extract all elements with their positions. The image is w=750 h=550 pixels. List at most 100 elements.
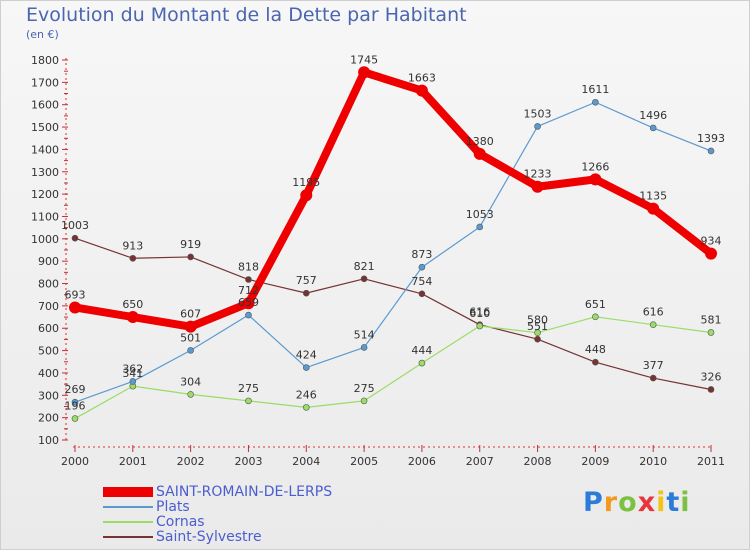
data-label: 501: [180, 331, 201, 344]
data-label: 514: [354, 328, 375, 341]
legend-label: Saint-Sylvestre: [156, 528, 262, 545]
data-point: [360, 397, 368, 405]
data-label: 757: [296, 274, 317, 287]
legend-swatch-cornas: [103, 520, 153, 523]
data-point: [649, 321, 657, 328]
data-point: [476, 322, 484, 330]
x-tick-label: 2011: [697, 455, 725, 468]
data-label: 448: [585, 343, 606, 356]
legend-label: Cornas: [156, 513, 205, 530]
data-label: 913: [122, 239, 143, 252]
data-point: [707, 329, 715, 336]
data-point: [360, 275, 368, 283]
data-point: [302, 404, 310, 411]
data-point: [592, 313, 599, 321]
y-tick-label: 1200: [31, 188, 59, 201]
data-point: [126, 311, 139, 324]
data-point: [242, 297, 255, 310]
data-label: 326: [701, 370, 722, 383]
data-label: 269: [65, 383, 86, 396]
chart-title: Evolution du Montant de la Dette par Hab…: [26, 4, 467, 26]
data-label: 377: [643, 359, 664, 372]
y-tick-label: 1400: [31, 143, 59, 156]
data-point: [71, 415, 79, 422]
series-line-2: [74, 316, 712, 420]
data-label: 659: [238, 296, 259, 309]
data-label: 1233: [524, 168, 552, 181]
data-label: 275: [238, 382, 259, 395]
data-point: [184, 320, 197, 333]
y-tick-label: 1000: [31, 233, 59, 246]
y-tick-label: 1600: [31, 99, 59, 112]
legend-swatch-saint-romain: [103, 486, 153, 497]
x-tick-label: 2002: [177, 455, 205, 468]
data-point: [592, 98, 599, 106]
legend-item-plats: Plats: [103, 499, 332, 514]
data-point: [245, 311, 252, 319]
data-point: [647, 202, 660, 215]
data-label: 821: [354, 260, 375, 273]
y-tick-label: 1700: [31, 76, 59, 89]
x-tick-label: 2000: [61, 455, 89, 468]
data-point: [302, 364, 310, 371]
data-point: [418, 290, 426, 298]
y-tick-label: 700: [38, 300, 59, 313]
data-label: 712: [238, 284, 259, 297]
data-label: 818: [238, 261, 259, 274]
x-tick-label: 2004: [292, 455, 320, 468]
data-point: [649, 374, 657, 382]
data-label: 873: [411, 248, 432, 261]
series-line-3: [74, 237, 712, 391]
data-point: [360, 344, 368, 351]
data-label: 362: [122, 362, 143, 375]
legend-swatch-plats: [103, 505, 153, 508]
y-tick-label: 1800: [31, 54, 59, 67]
data-label: 1663: [408, 72, 436, 85]
data-point: [534, 335, 541, 343]
y-tick-label: 400: [38, 367, 59, 380]
data-label: 424: [296, 349, 317, 362]
data-label: 610: [469, 307, 490, 320]
x-tick-label: 2005: [350, 455, 378, 468]
legend-label: SAINT-ROMAIN-DE-LERPS: [156, 483, 333, 500]
data-label: 246: [296, 388, 317, 401]
data-point: [707, 147, 715, 155]
y-tick-label: 900: [38, 255, 59, 268]
data-label: 551: [527, 320, 548, 333]
data-label: 1380: [466, 135, 494, 148]
data-label: 1266: [581, 160, 609, 173]
y-tick-label: 200: [38, 412, 59, 425]
data-label: 1611: [581, 83, 609, 96]
data-point: [418, 263, 426, 271]
data-point: [649, 124, 657, 132]
y-tick-label: 1300: [31, 166, 59, 179]
series-line-1: [74, 101, 712, 403]
data-label: 754: [411, 275, 432, 288]
data-label: 580: [527, 314, 548, 327]
series-line-0: [71, 68, 716, 331]
data-point: [418, 359, 426, 367]
y-tick-label: 1500: [31, 121, 59, 134]
data-point: [358, 66, 371, 79]
data-point: [589, 173, 602, 186]
x-tick-label: 2007: [466, 455, 494, 468]
y-tick-label: 300: [38, 389, 59, 402]
data-label: 1195: [292, 176, 320, 189]
data-label: 1745: [350, 53, 378, 66]
data-point: [476, 223, 484, 231]
y-tick-label: 100: [38, 434, 59, 447]
data-label: 616: [469, 306, 490, 319]
x-tick-label: 2006: [408, 455, 436, 468]
data-label: 919: [180, 238, 201, 251]
data-point: [187, 253, 194, 261]
x-tick-label: 2009: [581, 455, 609, 468]
y-tick-label: 500: [38, 345, 59, 358]
legend-label: Plats: [156, 498, 190, 515]
data-label: 693: [65, 288, 86, 301]
x-tick-label: 2008: [524, 455, 552, 468]
data-point: [592, 358, 599, 366]
data-point: [245, 276, 252, 283]
data-point: [187, 347, 194, 354]
